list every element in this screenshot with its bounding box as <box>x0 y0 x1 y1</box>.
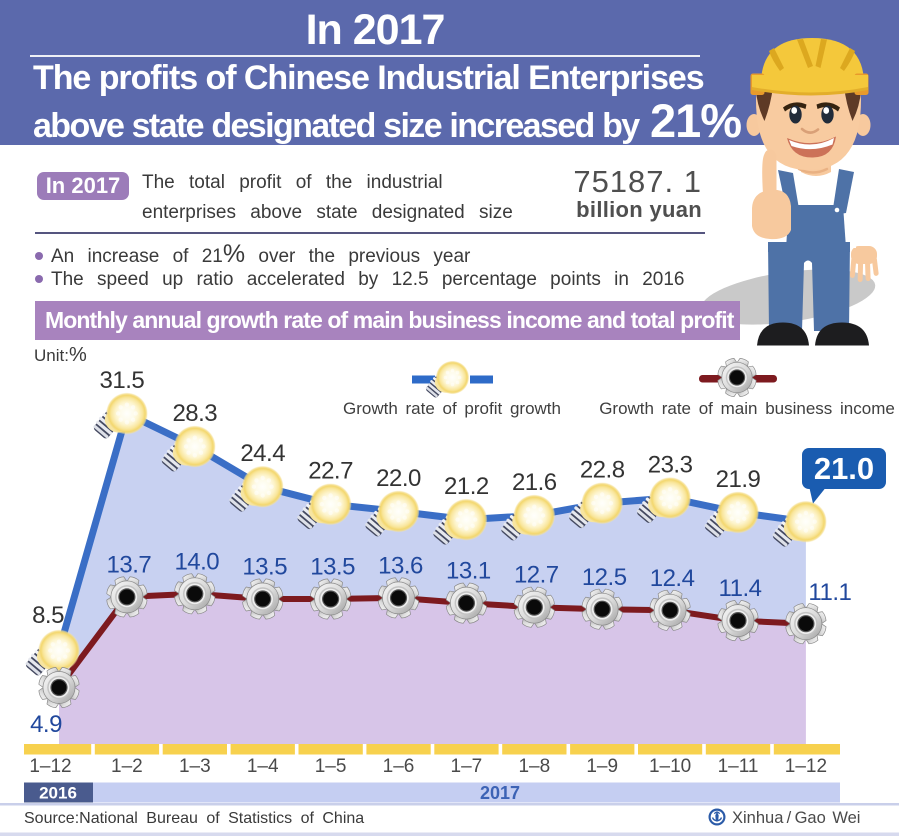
svg-text:8.5: 8.5 <box>32 602 64 629</box>
svg-text:1–12: 1–12 <box>29 756 71 777</box>
svg-text:12.7: 12.7 <box>514 562 559 589</box>
svg-text:1–3: 1–3 <box>179 756 211 777</box>
svg-text:1–6: 1–6 <box>383 756 415 777</box>
svg-text:2017: 2017 <box>480 783 520 803</box>
svg-text:1–4: 1–4 <box>247 756 279 777</box>
svg-text:13.6: 13.6 <box>378 552 423 579</box>
svg-text:1–7: 1–7 <box>451 756 483 777</box>
svg-text:13.5: 13.5 <box>242 554 287 581</box>
svg-text:Growth rate of main business i: Growth rate of main business income <box>599 399 895 418</box>
svg-text:1–2: 1–2 <box>111 756 143 777</box>
svg-text:1–10: 1–10 <box>649 756 691 777</box>
svg-text:Growth rate of profit growth: Growth rate of profit growth <box>343 399 561 418</box>
svg-text:1–12: 1–12 <box>785 756 827 777</box>
svg-text:13.7: 13.7 <box>107 551 152 578</box>
svg-text:11.1: 11.1 <box>808 579 851 606</box>
svg-text:21.2: 21.2 <box>444 473 489 500</box>
svg-text:23.3: 23.3 <box>648 452 693 479</box>
svg-text:24.4: 24.4 <box>240 440 285 467</box>
svg-text:1–5: 1–5 <box>315 756 347 777</box>
svg-text:1–9: 1–9 <box>586 756 618 777</box>
svg-text:22.0: 22.0 <box>376 465 421 492</box>
svg-text:13.1: 13.1 <box>446 558 491 585</box>
svg-text:22.8: 22.8 <box>580 457 625 484</box>
svg-text:1–8: 1–8 <box>518 756 550 777</box>
svg-text:31.5: 31.5 <box>100 367 145 394</box>
svg-text:12.4: 12.4 <box>650 565 695 592</box>
svg-text:1–11: 1–11 <box>718 756 759 777</box>
svg-text:Xinhua / Gao Wei: Xinhua / Gao Wei <box>732 809 860 827</box>
svg-text:2016: 2016 <box>39 784 77 803</box>
svg-text:13.5: 13.5 <box>310 554 355 581</box>
svg-text:12.5: 12.5 <box>582 564 627 591</box>
svg-text:21.9: 21.9 <box>716 466 761 493</box>
svg-text:21.6: 21.6 <box>512 469 557 496</box>
svg-text:21.0: 21.0 <box>814 451 874 486</box>
svg-text:14.0: 14.0 <box>174 548 219 575</box>
svg-text:11.4: 11.4 <box>719 575 762 602</box>
svg-text:Source:National Bureau of Stat: Source:National Bureau of Statistics of … <box>24 810 364 827</box>
svg-text:4.9: 4.9 <box>30 711 62 738</box>
svg-text:28.3: 28.3 <box>172 400 217 427</box>
svg-text:22.7: 22.7 <box>308 458 353 485</box>
